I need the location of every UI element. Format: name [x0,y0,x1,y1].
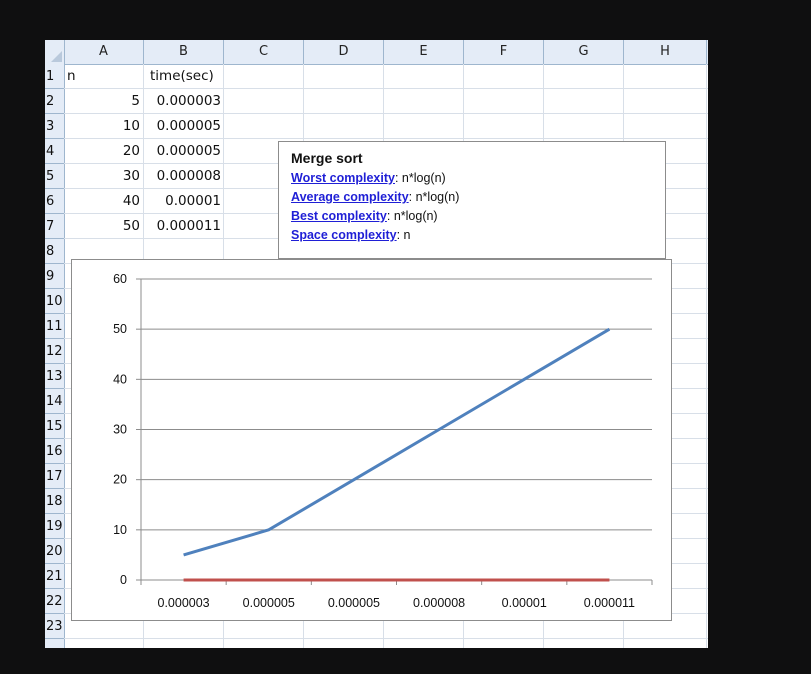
complexity-line-best: Best complexity: n*log(n) [291,207,653,226]
grid-vline [706,64,707,648]
cell-b4[interactable]: 0.000005 [156,143,221,159]
cell-b1[interactable]: time(sec) [150,68,214,84]
cell-a4[interactable]: 20 [122,143,140,159]
column-header-b[interactable]: B [144,40,224,64]
row-header-6[interactable]: 6 [45,189,64,214]
x-tick-label: 0.00001 [502,596,547,610]
cell-a7[interactable]: 50 [122,218,140,234]
cell-b2[interactable]: 0.000003 [156,93,221,109]
row-header-12[interactable]: 12 [45,339,64,364]
column-header-e[interactable]: E [384,40,464,64]
y-tick-label: 0 [120,573,127,587]
x-tick-label: 0.000005 [243,596,295,610]
y-tick-label: 30 [113,423,127,437]
grid-hline [64,88,708,89]
row-header-3[interactable]: 3 [45,114,64,139]
worst-complexity-value: : n*log(n) [394,171,446,185]
cell-a3[interactable]: 10 [122,118,140,134]
complexity-line-space: Space complexity: n [291,226,653,245]
row-header-5[interactable]: 5 [45,164,64,189]
row-header-2[interactable]: 2 [45,89,64,114]
column-header-g[interactable]: G [544,40,624,64]
select-all-corner[interactable] [45,40,65,64]
cell-a1[interactable]: n [67,68,76,84]
x-tick-label: 0.000011 [584,596,635,610]
row-header-1[interactable]: 1 [45,64,64,89]
cell-a6[interactable]: 40 [122,193,140,209]
x-tick-label: 0.000005 [328,596,380,610]
worst-complexity-link[interactable]: Worst complexity [291,171,395,185]
row-header-19[interactable]: 19 [45,514,64,539]
space-complexity-link[interactable]: Space complexity [291,228,397,242]
y-tick-label: 20 [113,473,127,487]
column-header-a[interactable]: A [64,40,144,64]
complexity-line-worst: Worst complexity: n*log(n) [291,169,653,188]
column-header-bar [45,40,708,65]
y-tick-label: 50 [113,322,127,336]
line-chart[interactable]: 0 10 20 30 40 50 60 0.000003 0.000005 0.000005 0.0… [71,259,672,621]
cell-b6[interactable]: 0.00001 [165,193,221,209]
row-header-22[interactable]: 22 [45,589,64,614]
row-header-11[interactable]: 11 [45,314,64,339]
column-header-h[interactable]: H [624,40,707,64]
complexity-line-average: Average complexity: n*log(n) [291,188,653,207]
cell-b3[interactable]: 0.000005 [156,118,221,134]
column-header-f[interactable]: F [464,40,544,64]
best-complexity-link[interactable]: Best complexity [291,209,387,223]
row-header-17[interactable]: 17 [45,464,64,489]
grid-hline [64,638,708,639]
cell-a2[interactable]: 5 [131,93,140,109]
row-header-16[interactable]: 16 [45,439,64,464]
row-header-8[interactable]: 8 [45,239,64,264]
y-tick-label: 10 [113,523,127,537]
x-tick-label: 0.000003 [158,596,210,610]
row-header-20[interactable]: 20 [45,539,64,564]
cell-a5[interactable]: 30 [122,168,140,184]
row-header-18[interactable]: 18 [45,489,64,514]
row-header-23[interactable]: 23 [45,614,64,639]
series-line-1 [183,327,611,557]
average-complexity-value: : n*log(n) [408,190,460,204]
row-header-10[interactable]: 10 [45,289,64,314]
space-complexity-value: : n [396,228,411,242]
cell-b7[interactable]: 0.000011 [156,218,221,234]
row-header-14[interactable]: 14 [45,389,64,414]
y-tick-label: 60 [113,272,127,286]
row-header-9[interactable]: 9 [45,264,64,289]
column-header-c[interactable]: C [224,40,304,64]
chart-svg: 0 10 20 30 40 50 60 0.000003 0.000005 0.000005 0.0… [113,272,653,610]
row-header-13[interactable]: 13 [45,364,64,389]
cell-b5[interactable]: 0.000008 [156,168,221,184]
row-header-7[interactable]: 7 [45,214,64,239]
row-header-21[interactable]: 21 [45,564,64,589]
grid-hline [64,113,708,114]
textbox-title: Merge sort [291,150,363,166]
y-tick-label: 40 [113,372,127,386]
grid-hline [64,138,708,139]
row-header-15[interactable]: 15 [45,414,64,439]
row-header-4[interactable]: 4 [45,139,64,164]
x-tick-label: 0.000008 [413,596,465,610]
average-complexity-link[interactable]: Average complexity [291,190,409,204]
best-complexity-value: : n*log(n) [386,209,438,223]
column-header-d[interactable]: D [304,40,384,64]
merge-sort-textbox[interactable]: Merge sort Worst complexity: n*log(n) Av… [278,141,666,259]
